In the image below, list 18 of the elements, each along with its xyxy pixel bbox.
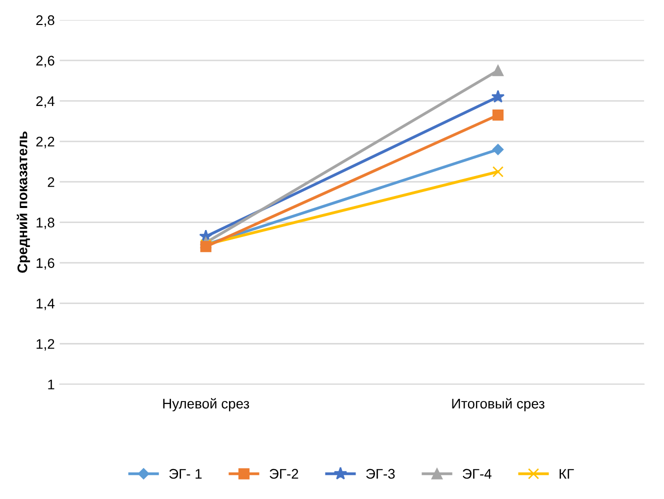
y-tick-label: 1,8 — [36, 218, 54, 230]
x-tick-label: Итоговый срез — [452, 398, 544, 412]
y-tick-label: 2,6 — [36, 56, 54, 68]
y-tick-label: 2 — [48, 177, 54, 187]
y-tick-label: 2,8 — [36, 15, 54, 27]
legend-label: ЭГ-2 — [270, 468, 298, 479]
y-tick-label: 1,4 — [36, 298, 54, 310]
y-tick-label: 1,2 — [36, 339, 54, 351]
x-tick-label: Нулевой срез — [163, 398, 250, 412]
y-tick-label: 2,4 — [36, 96, 54, 108]
legend-label: КГ — [560, 469, 574, 479]
legend-label: ЭГ-3 — [366, 468, 395, 479]
legend-label: ЭГ-4 — [462, 468, 492, 479]
y-axis-title: Средний показатель — [16, 131, 30, 273]
y-tick-label: 2,2 — [36, 136, 54, 148]
y-tick-label: 1,6 — [36, 258, 54, 270]
legend-label: ЭГ- 1 — [169, 468, 202, 479]
y-tick-label: 1 — [48, 380, 54, 390]
